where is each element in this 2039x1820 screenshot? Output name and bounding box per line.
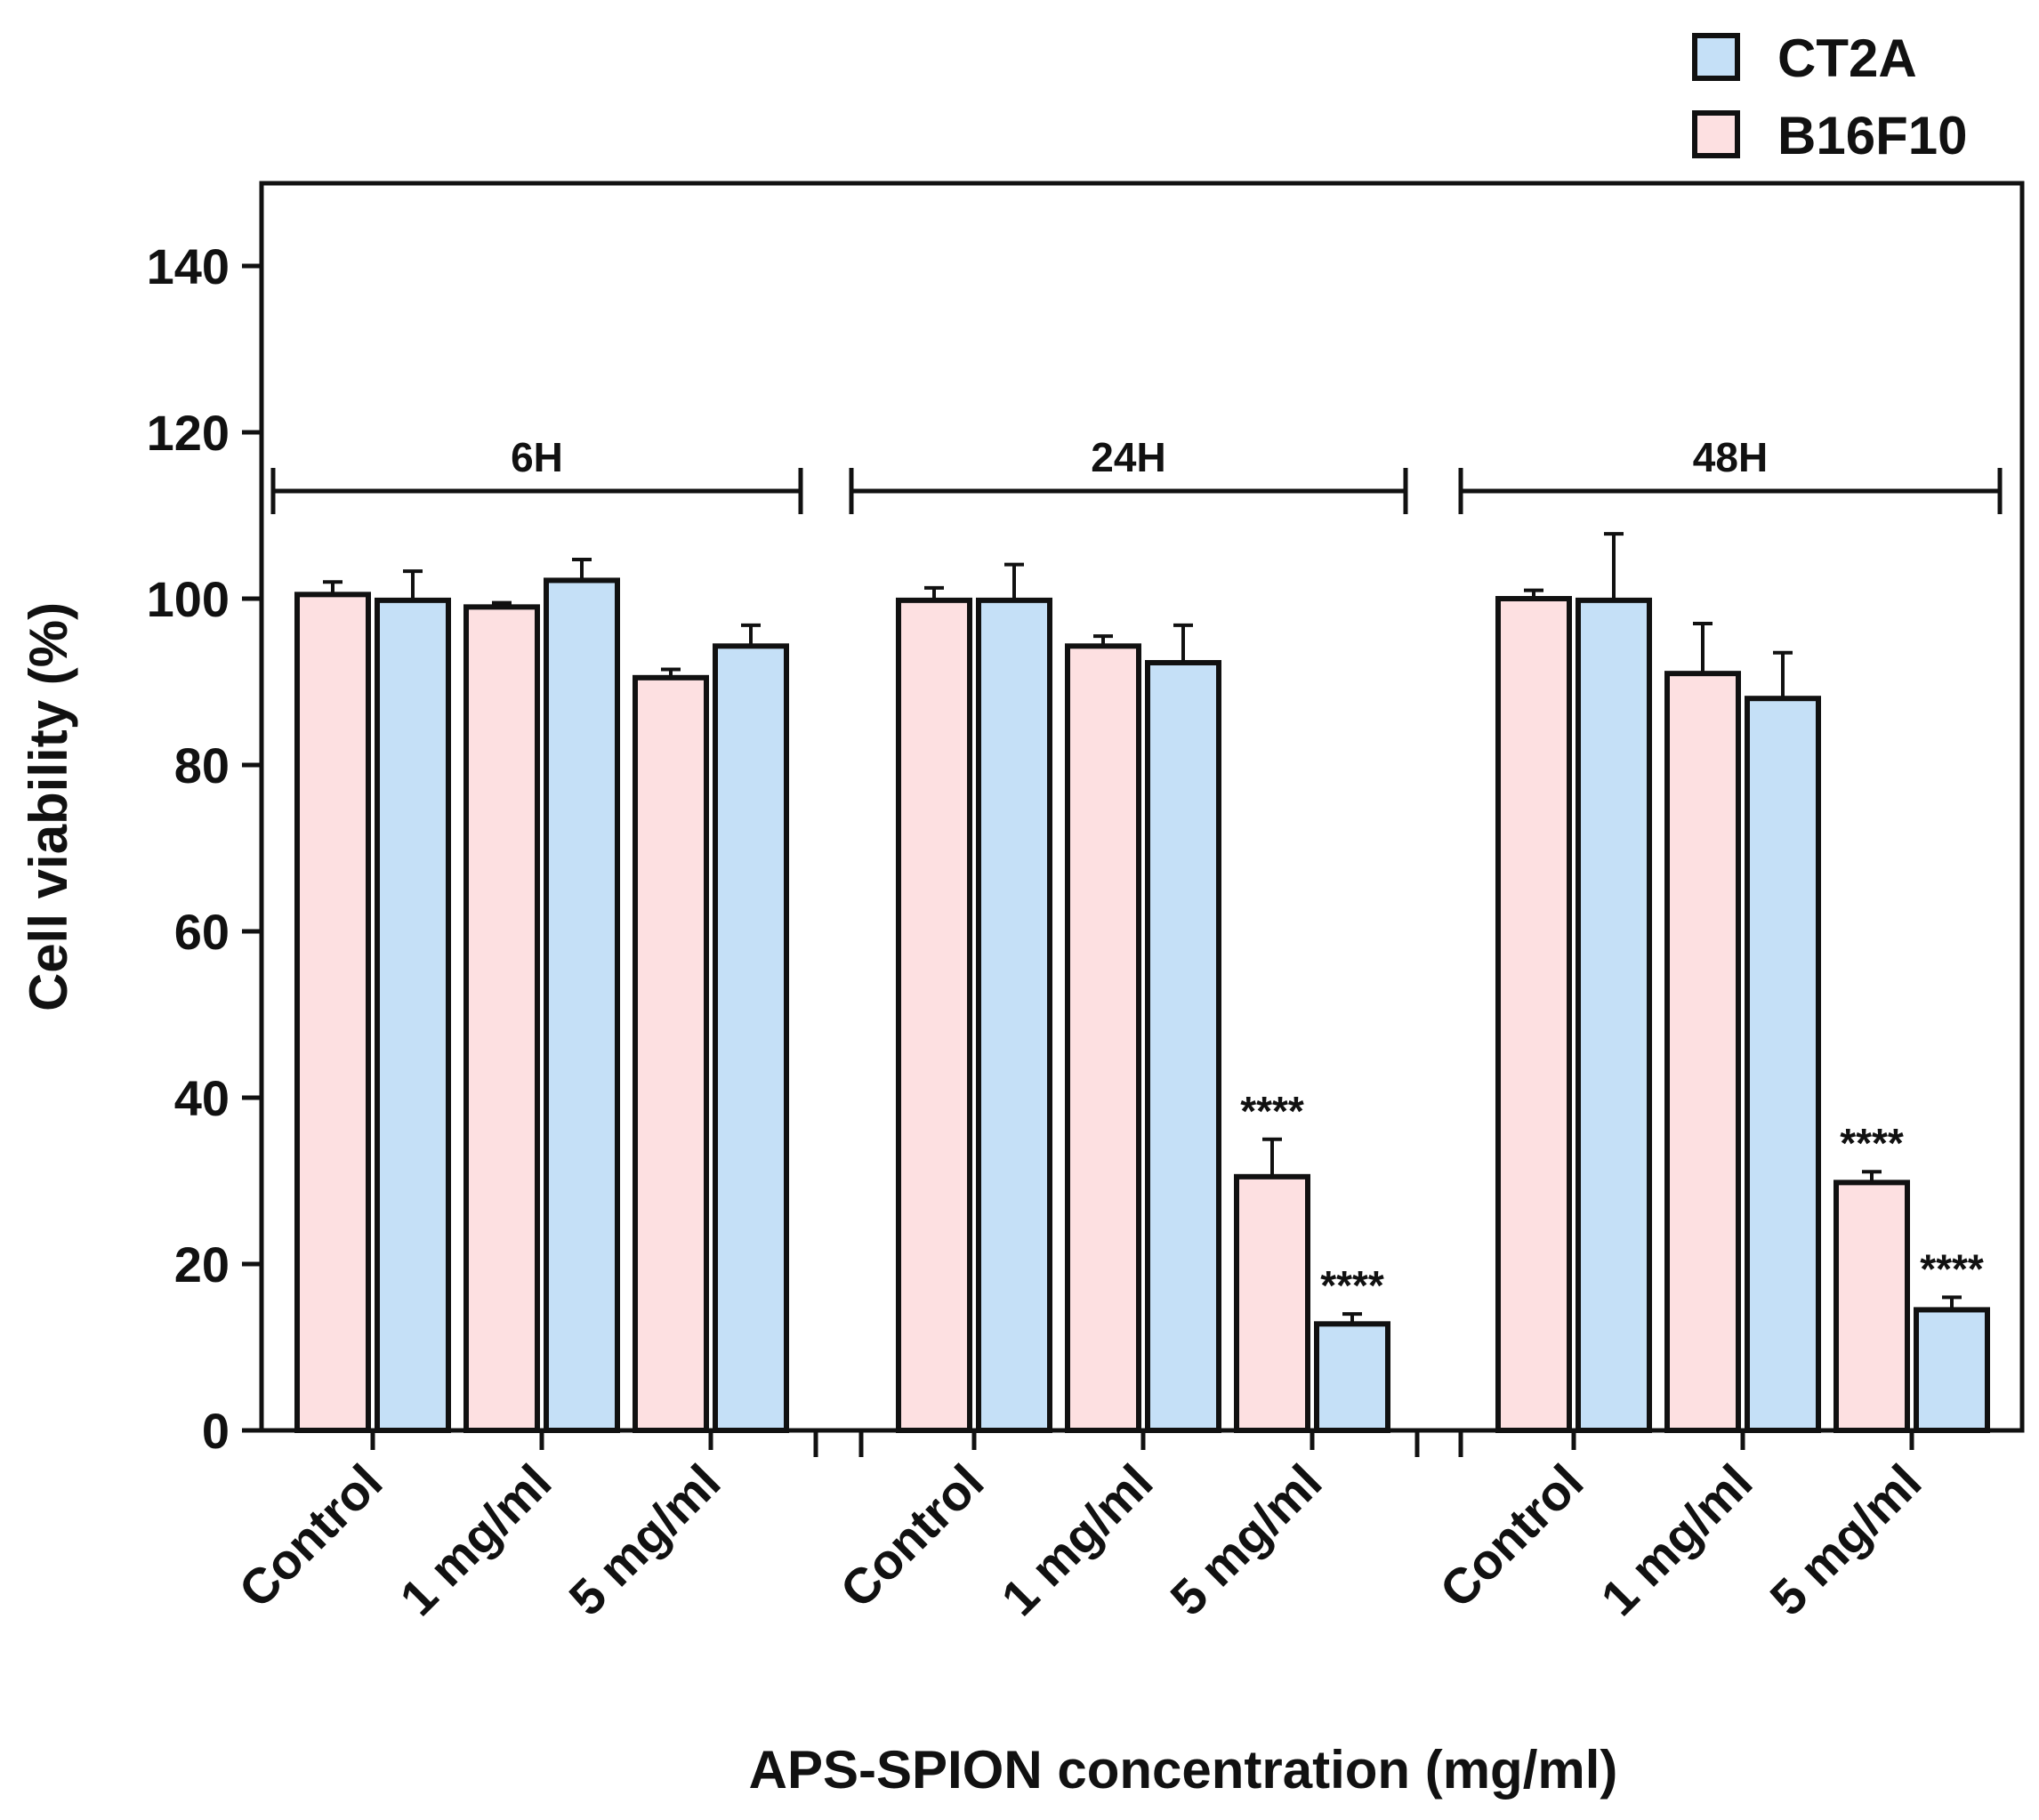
bar-ct2a xyxy=(1745,696,1821,1433)
bar-b16f10 xyxy=(1065,643,1141,1433)
x-tick-label: 5 mg/ml xyxy=(1759,1454,1931,1626)
y-tick-label: 60 xyxy=(174,904,230,960)
y-tick-label: 100 xyxy=(147,571,230,627)
bar-ct2a xyxy=(375,597,451,1433)
bar-b16f10 xyxy=(463,604,540,1433)
bar-b16f10 xyxy=(896,597,972,1433)
x-tick-label: 5 mg/ml xyxy=(1159,1454,1332,1626)
x-tick-label: 1 mg/ml xyxy=(1590,1454,1762,1626)
x-tick-label: 1 mg/ml xyxy=(389,1454,561,1626)
x-tick-label: Control xyxy=(1429,1454,1593,1618)
bar-ct2a xyxy=(544,577,620,1433)
bars: **** **** **** **** xyxy=(294,532,1990,1434)
bar-b16f10 xyxy=(294,592,371,1433)
y-tick-label: 20 xyxy=(174,1236,230,1293)
legend-swatch-b16f10 xyxy=(1692,110,1740,158)
x-axis-title: APS-SPION concentration (mg/ml) xyxy=(749,1740,1618,1800)
plot-frame xyxy=(259,181,2025,1433)
bar-b16f10 xyxy=(1234,1173,1310,1433)
group-brackets: 6H 24H 48H xyxy=(270,434,2003,514)
bar-ct2a xyxy=(1914,1307,1990,1434)
y-axis-title: Cell viability (%) xyxy=(19,602,78,1011)
legend-label-b16f10: B16F10 xyxy=(1777,106,1967,165)
y-tick-label: 40 xyxy=(174,1070,230,1126)
y-tick-label: 120 xyxy=(147,405,230,461)
bar-b16f10 xyxy=(1833,1180,1910,1433)
group-label: 24H xyxy=(1091,434,1165,480)
bar-b16f10 xyxy=(1664,671,1741,1433)
y-tick-label: 80 xyxy=(174,737,230,793)
y-axis-ticks: 0 20 40 60 80 100 120 140 xyxy=(147,238,262,1459)
y-tick-label: 0 xyxy=(202,1403,230,1459)
bar-ct2a xyxy=(976,597,1052,1433)
y-tick-label: 140 xyxy=(147,238,230,294)
bar-ct2a xyxy=(1314,1321,1390,1433)
bar-ct2a xyxy=(1145,659,1221,1433)
significance-label: **** xyxy=(1320,1262,1384,1309)
x-tick-label: Control xyxy=(228,1454,392,1618)
significance-label: **** xyxy=(1920,1245,1984,1292)
group-label: 6H xyxy=(511,434,563,480)
group-label: 48H xyxy=(1693,434,1768,480)
bar-ct2a xyxy=(1576,597,1652,1433)
bar-b16f10 xyxy=(1495,596,1572,1433)
legend: CT2A B16F10 xyxy=(1692,28,1967,165)
legend-label-ct2a: CT2A xyxy=(1777,28,1917,88)
significance-label: **** xyxy=(1840,1120,1904,1166)
bar-b16f10 xyxy=(633,674,709,1433)
x-tick-label: Control xyxy=(829,1454,994,1618)
x-tick-label: 1 mg/ml xyxy=(990,1454,1163,1626)
legend-swatch-ct2a xyxy=(1692,33,1740,81)
bar-ct2a xyxy=(713,643,789,1433)
significance-label: **** xyxy=(1240,1088,1304,1134)
x-tick-label: 5 mg/ml xyxy=(558,1454,730,1626)
